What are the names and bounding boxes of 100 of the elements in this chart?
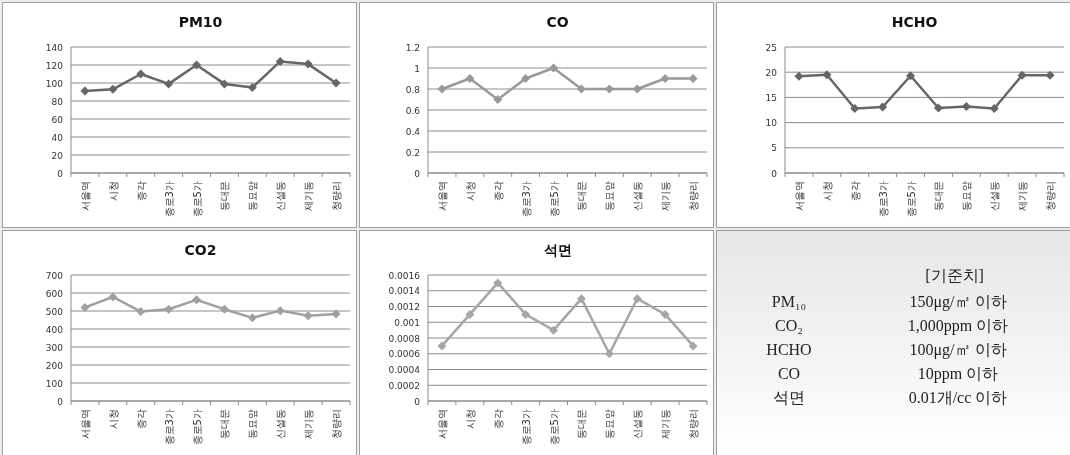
x-tick-label: 종로3가	[163, 181, 175, 218]
point	[136, 69, 146, 79]
point	[331, 78, 341, 88]
x-tick-label: 청량리	[331, 181, 343, 211]
y-tick-label: 25	[765, 42, 777, 53]
chart-title: 석면	[543, 242, 572, 258]
x-tick-label: 동대문	[576, 181, 588, 211]
x-tick-label: 시청	[107, 409, 119, 429]
y-tick-label: 0.4	[405, 126, 421, 137]
point	[604, 349, 614, 359]
point	[493, 278, 503, 288]
x-tick-label: 시청	[821, 181, 833, 201]
x-tick-label: 신설동	[275, 409, 287, 439]
point	[688, 74, 698, 83]
point	[136, 307, 146, 317]
y-tick-label: 1	[414, 63, 420, 74]
point	[794, 71, 804, 81]
point	[1017, 70, 1027, 80]
x-tick-label: 신설동	[989, 181, 1001, 211]
x-tick-label: 동묘앞	[247, 181, 259, 211]
y-tick-label: 500	[45, 306, 64, 317]
point	[465, 74, 475, 83]
x-tick-label: 청량리	[688, 409, 700, 439]
point	[688, 341, 698, 351]
y-tick-label: 40	[51, 132, 64, 143]
point	[521, 309, 531, 319]
y-tick-label: 0.0012	[388, 302, 420, 312]
y-tick-label: 60	[51, 114, 64, 125]
y-tick-label: 0	[771, 168, 778, 179]
y-tick-label: 0.001	[394, 317, 420, 328]
point	[660, 74, 670, 83]
y-tick-label: 100	[45, 378, 64, 389]
x-tick-label: 종로3가	[163, 409, 175, 446]
y-tick-label: 0	[414, 396, 421, 407]
y-tick-label: 15	[765, 92, 777, 103]
y-tick-label: 600	[45, 288, 64, 299]
y-tick-label: 0	[414, 168, 421, 179]
text: HCHO	[766, 341, 812, 358]
point	[576, 84, 586, 94]
y-tick-label: 0	[57, 396, 64, 407]
text: 1,000ppm 이하	[907, 317, 1009, 335]
x-tick-label: 종각	[492, 409, 504, 429]
x-tick-label: 제기동	[303, 409, 315, 439]
y-tick-label: 120	[45, 60, 64, 71]
point	[493, 95, 503, 104]
x-tick-label: 동묘앞	[604, 181, 616, 211]
x-tick-label: 종로5가	[548, 409, 560, 446]
point	[331, 309, 341, 319]
text: PM₁₀	[771, 293, 807, 310]
point	[660, 309, 670, 319]
x-tick-label: 신설동	[632, 181, 644, 211]
x-tick-label: 종로5가	[548, 181, 560, 218]
y-tick-label: 80	[51, 96, 64, 107]
x-tick-label: 종각	[492, 181, 504, 201]
y-tick-label: 0.0004	[388, 365, 421, 375]
point	[108, 292, 118, 302]
y-tick-label: 0.0016	[388, 270, 421, 281]
point	[906, 71, 916, 81]
x-tick-label: 서울역	[793, 181, 805, 211]
x-tick-label: 청량리	[1045, 181, 1057, 211]
point	[303, 311, 313, 321]
y-tick-label: 0.0008	[388, 333, 421, 344]
x-tick-label: 동묘앞	[604, 409, 616, 439]
x-tick-label: 제기동	[660, 181, 672, 211]
y-tick-label: 20	[765, 67, 778, 78]
y-tick-label: 200	[45, 360, 64, 371]
chart-title: PM10	[178, 14, 223, 30]
x-tick-label: 종로3가	[520, 409, 532, 446]
point	[192, 60, 202, 70]
y-tick-label: 0.6	[405, 105, 421, 116]
x-tick-label: 제기동	[660, 409, 672, 439]
chart-title: HCHO	[891, 14, 938, 30]
x-tick-label: 종각	[849, 181, 861, 201]
point	[822, 70, 832, 80]
x-tick-label: 신설동	[275, 181, 287, 211]
x-tick-label: 시청	[107, 181, 119, 201]
x-tick-label: 동대문	[576, 409, 588, 439]
y-tick-label: 400	[45, 324, 64, 335]
x-tick-label: 종각	[135, 181, 147, 201]
point	[521, 74, 531, 83]
point	[247, 83, 257, 92]
point	[989, 103, 999, 113]
point	[961, 101, 971, 111]
y-tick-label: 0	[57, 168, 64, 179]
x-tick-label: 동묘앞	[247, 409, 259, 439]
text: CO₂	[775, 317, 803, 334]
y-tick-label: 0.0002	[388, 380, 420, 391]
x-tick-label: 서울역	[436, 181, 448, 211]
point	[275, 306, 285, 316]
point	[632, 294, 642, 304]
y-tick-label: 0.0006	[388, 349, 421, 360]
point	[549, 325, 559, 335]
y-tick-label: 0.2	[405, 147, 420, 158]
x-tick-label: 서울역	[79, 409, 91, 439]
x-tick-label: 청량리	[688, 181, 700, 211]
x-tick-label: 종로5가	[191, 181, 203, 218]
point	[437, 341, 447, 351]
point	[80, 302, 90, 312]
y-tick-label: 100	[45, 78, 64, 89]
point	[219, 79, 229, 89]
